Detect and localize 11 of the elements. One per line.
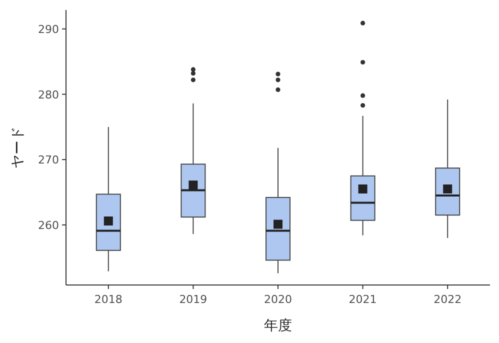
x-tick-label: 2021	[348, 293, 377, 306]
x-tick-label: 2019	[179, 293, 208, 306]
y-tick-label: 260	[38, 218, 59, 232]
x-tick-label: 2020	[264, 293, 292, 306]
y-tick-label: 290	[38, 22, 59, 36]
x-tick-label: 2022	[434, 293, 462, 306]
y-tick-label: 280	[38, 88, 59, 102]
x-axis-title: 年度	[264, 318, 292, 334]
y-tick-label: 270	[38, 154, 59, 167]
y-axis-title: ヤード	[10, 126, 26, 168]
x-tick-label: 2018	[94, 293, 122, 306]
